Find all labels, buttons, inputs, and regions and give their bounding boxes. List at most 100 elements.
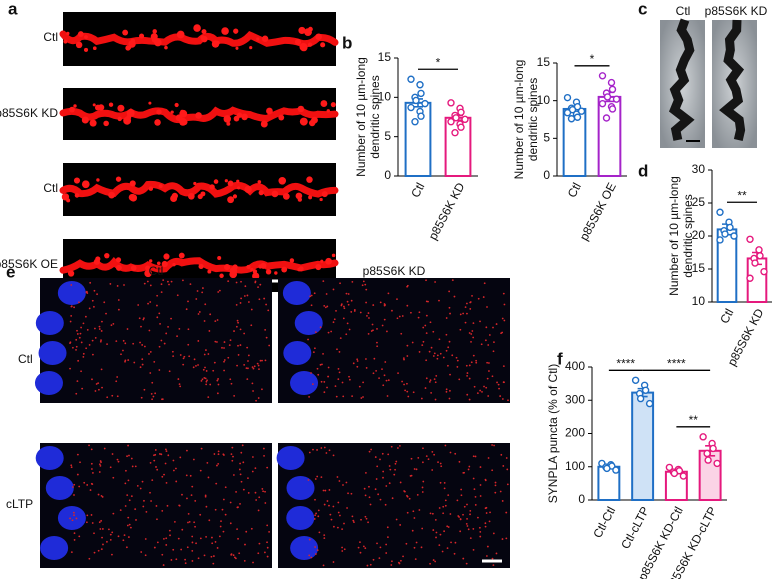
puncta [168, 529, 171, 532]
spine [224, 179, 228, 183]
puncta [242, 488, 245, 491]
puncta [230, 554, 233, 556]
puncta [391, 560, 393, 563]
nucleus [45, 476, 74, 500]
puncta [441, 550, 444, 553]
spine [75, 41, 83, 49]
dendrite [59, 180, 339, 198]
spine [154, 119, 161, 126]
puncta [92, 472, 94, 474]
puncta [465, 522, 468, 525]
puncta [254, 467, 257, 470]
puncta [95, 383, 98, 385]
puncta [323, 446, 326, 449]
puncta [484, 525, 487, 528]
puncta [352, 519, 355, 522]
significance-label: **** [667, 356, 686, 370]
puncta [178, 504, 181, 507]
puncta [346, 507, 348, 509]
x-tick-label: Ctl [408, 180, 427, 200]
puncta [182, 279, 184, 282]
puncta [168, 283, 170, 286]
puncta [126, 524, 129, 527]
spine [92, 46, 97, 51]
puncta [383, 303, 386, 305]
puncta [111, 394, 114, 397]
puncta [327, 375, 330, 378]
spine [250, 267, 254, 272]
puncta [417, 457, 420, 459]
puncta [486, 361, 489, 364]
puncta [391, 309, 393, 312]
puncta [229, 501, 232, 504]
puncta [162, 564, 165, 566]
puncta [221, 508, 224, 511]
puncta [156, 518, 158, 521]
data-point [721, 230, 729, 238]
puncta [378, 557, 381, 560]
puncta [362, 396, 364, 398]
y-tick-label: 400 [565, 359, 585, 373]
spine [92, 103, 96, 107]
puncta [172, 459, 175, 462]
puncta [142, 505, 145, 508]
puncta [464, 321, 467, 324]
puncta [323, 391, 326, 394]
puncta [156, 541, 159, 544]
puncta [328, 504, 330, 507]
puncta [435, 536, 437, 539]
puncta [412, 391, 415, 394]
puncta [353, 308, 356, 311]
puncta [91, 522, 94, 524]
spine [126, 109, 135, 118]
puncta [383, 318, 386, 321]
puncta [96, 293, 98, 296]
puncta [153, 454, 155, 457]
puncta [447, 526, 450, 528]
puncta [453, 295, 456, 298]
row-label: cLTP [6, 497, 33, 511]
puncta [468, 398, 471, 401]
puncta [124, 342, 127, 345]
y-tick-label: 5 [384, 129, 391, 143]
puncta [472, 322, 475, 325]
spine [232, 264, 238, 270]
data-point [461, 115, 469, 124]
puncta [378, 377, 380, 380]
puncta [160, 283, 163, 286]
y-tick-label: 15 [537, 55, 551, 69]
puncta [381, 324, 384, 327]
significance-label: * [436, 55, 441, 69]
puncta [144, 554, 147, 557]
puncta [165, 544, 168, 546]
puncta [425, 332, 428, 335]
puncta [187, 521, 189, 524]
puncta [325, 452, 328, 454]
puncta [100, 495, 103, 497]
puncta [364, 494, 367, 497]
puncta [73, 306, 75, 309]
spine [103, 120, 109, 127]
puncta [109, 533, 112, 536]
data-point [645, 399, 654, 408]
puncta [98, 521, 101, 524]
puncta [244, 543, 246, 546]
nucleus [282, 281, 311, 305]
spine [278, 114, 285, 121]
data-point [412, 96, 420, 105]
puncta [133, 361, 136, 364]
puncta [90, 462, 93, 465]
puncta [434, 518, 437, 521]
puncta [247, 301, 250, 303]
puncta [415, 541, 418, 544]
puncta [342, 484, 344, 486]
puncta [78, 485, 81, 488]
puncta [216, 464, 218, 467]
puncta [486, 545, 489, 548]
spine [207, 269, 212, 274]
puncta [316, 449, 318, 451]
puncta [212, 369, 215, 372]
puncta [458, 378, 461, 381]
spine [129, 194, 138, 202]
puncta [158, 345, 161, 348]
